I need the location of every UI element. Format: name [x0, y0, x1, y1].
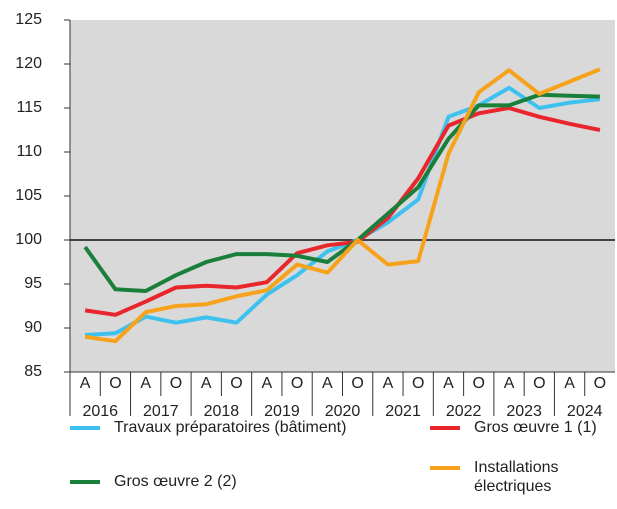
- legend-swatch: [430, 466, 460, 470]
- legend-swatch: [70, 480, 100, 484]
- year-label: 2022: [446, 403, 482, 420]
- legend-swatch: [70, 426, 100, 430]
- x-tick-label: A: [140, 375, 151, 392]
- x-tick-label: O: [473, 375, 485, 392]
- x-tick-label: O: [291, 375, 303, 392]
- y-tick-label: 90: [24, 319, 42, 336]
- legend-item: Gros œuvre 1 (1): [430, 418, 614, 437]
- legend-swatch: [430, 426, 460, 430]
- legend-item: Installations électriques: [430, 458, 614, 496]
- year-label: 2023: [506, 403, 542, 420]
- x-tick-label: O: [230, 375, 242, 392]
- series-line: [84, 85, 601, 337]
- x-tick-label: O: [170, 375, 182, 392]
- legend-label: Installations électriques: [474, 459, 559, 495]
- x-tick-label: A: [443, 375, 454, 392]
- y-tick-label: 125: [15, 11, 42, 28]
- legend-label: Gros œuvre 2 (2): [114, 473, 237, 490]
- year-label: 2019: [264, 403, 300, 420]
- series-line: [83, 92, 600, 293]
- x-tick-label: A: [322, 375, 333, 392]
- plot-background: [70, 20, 615, 372]
- year-label: 2017: [143, 403, 179, 420]
- x-tick-label: A: [564, 375, 575, 392]
- x-tick-label: O: [109, 375, 121, 392]
- x-tick-label: O: [351, 375, 363, 392]
- legend-item: Travaux préparatoires (bâtiment): [70, 418, 414, 437]
- y-tick-label: 110: [16, 143, 42, 160]
- legend-label: Travaux préparatoires (bâtiment): [114, 419, 347, 436]
- x-tick-label: O: [412, 375, 424, 392]
- series-line: [84, 67, 601, 344]
- x-tick-label: A: [201, 375, 212, 392]
- chart: 85 90 95 100 105 110 115 120 125 A O A O A O A O A O A O A O A O…: [15, 11, 615, 420]
- x-tick-label: A: [261, 375, 272, 392]
- legend-item: Gros œuvre 2 (2): [70, 472, 414, 491]
- y-tick-label: 115: [16, 99, 42, 116]
- series-line: [84, 106, 601, 317]
- x-tick-label: O: [594, 375, 606, 392]
- x-tick-label: A: [383, 375, 394, 392]
- y-tick-label: 105: [15, 187, 42, 204]
- year-label: 2016: [82, 403, 118, 420]
- year-label: 2018: [204, 403, 240, 420]
- y-tick-label: 95: [24, 275, 42, 292]
- legend-label: Gros œuvre 1 (1): [474, 419, 597, 436]
- x-tick-label: O: [533, 375, 545, 392]
- y-tick-label: 120: [15, 55, 42, 72]
- x-tick-label: A: [80, 375, 91, 392]
- y-tick-label: 85: [24, 363, 42, 380]
- year-label: 2021: [385, 403, 421, 420]
- year-label: 2020: [325, 403, 361, 420]
- year-label: 2024: [567, 403, 603, 420]
- y-tick-label: 100: [15, 231, 42, 248]
- x-tick-label: A: [504, 375, 515, 392]
